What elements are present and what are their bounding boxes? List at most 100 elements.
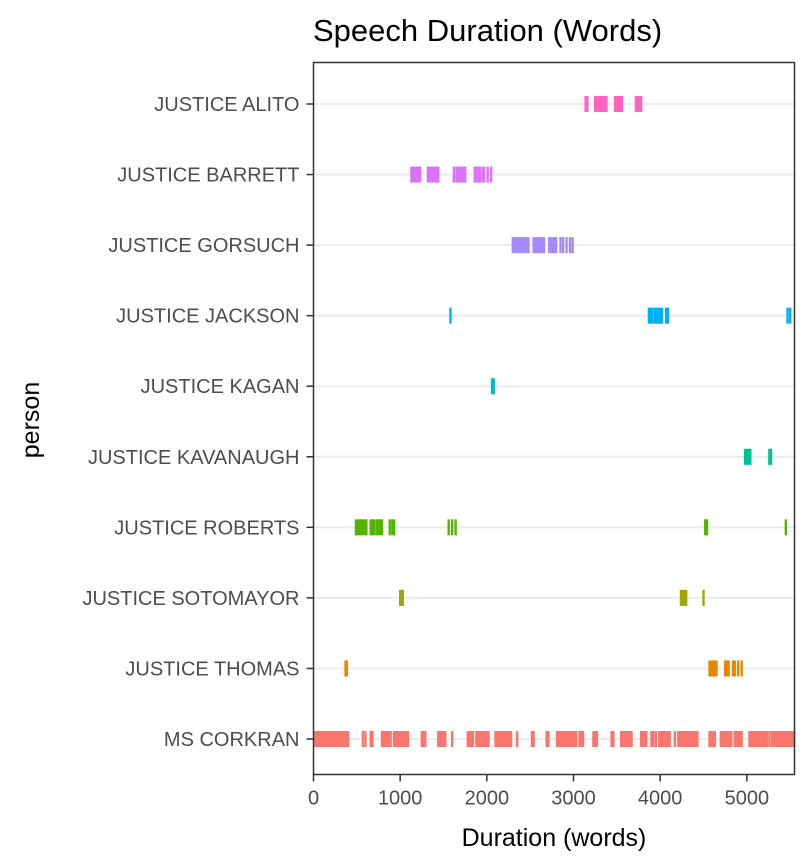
speech-mark — [345, 660, 349, 677]
speech-mark — [496, 731, 499, 747]
speech-mark — [673, 731, 677, 747]
x-tick-label: 1000 — [378, 788, 423, 810]
speech-mark — [782, 731, 786, 747]
speech-mark — [327, 731, 331, 747]
speech-mark — [483, 166, 486, 183]
speech-mark — [733, 731, 736, 747]
speech-mark — [559, 237, 562, 254]
speech-mark — [580, 731, 583, 747]
speech-mark — [338, 731, 341, 747]
speech-mark — [319, 731, 322, 747]
speech-mark — [567, 731, 571, 747]
speech-mark — [480, 731, 483, 747]
speech-mark — [724, 731, 728, 747]
y-axis-title: person — [17, 382, 45, 458]
speech-mark — [497, 731, 501, 747]
speech-mark — [643, 731, 646, 747]
speech-mark — [475, 166, 478, 183]
speech-mark — [768, 731, 771, 747]
speech-mark — [398, 731, 401, 747]
speech-mark — [565, 237, 568, 254]
speech-mark — [573, 731, 576, 747]
speech-mark — [678, 731, 682, 747]
speech-mark — [652, 731, 655, 747]
speech-mark — [711, 660, 715, 677]
speech-mark — [377, 519, 380, 536]
speech-mark — [440, 731, 443, 747]
speech-mark — [403, 731, 406, 747]
speech-mark — [769, 448, 773, 465]
speech-mark — [322, 731, 326, 747]
speech-mark — [770, 731, 774, 747]
speech-mark — [605, 96, 608, 112]
speech-mark — [361, 731, 365, 747]
speech-mark — [789, 731, 793, 747]
speech-mark — [405, 731, 408, 747]
barcode-marks — [314, 96, 796, 747]
speech-mark — [625, 731, 628, 747]
speech-mark — [638, 96, 641, 112]
speech-mark — [343, 731, 346, 747]
speech-mark — [532, 731, 535, 747]
speech-mark — [509, 731, 513, 747]
speech-mark — [314, 731, 317, 747]
speech-mark — [650, 731, 653, 747]
speech-mark — [455, 166, 458, 183]
speech-mark — [626, 731, 630, 747]
speech-mark — [371, 731, 374, 747]
speech-mark — [760, 731, 763, 747]
speech-mark — [620, 96, 624, 112]
speech-mark — [430, 166, 433, 183]
speech-mark — [417, 166, 420, 183]
y-tick-label: MS CORKRAN — [164, 729, 300, 751]
speech-mark — [788, 731, 791, 747]
speech-mark — [639, 731, 643, 747]
speech-mark — [463, 166, 467, 183]
speech-mark — [508, 731, 511, 747]
speech-mark — [331, 731, 334, 747]
speech-mark — [470, 731, 473, 747]
speech-mark — [639, 96, 643, 112]
speech-mark — [499, 731, 502, 747]
y-tick-label: JUSTICE JACKSON — [116, 306, 299, 328]
speech-mark — [365, 519, 368, 536]
speech-mark — [515, 731, 519, 747]
speech-mark — [628, 731, 632, 747]
speech-mark — [518, 237, 521, 254]
speech-mark — [371, 519, 374, 536]
speech-mark — [749, 731, 753, 747]
speech-mark — [375, 519, 378, 536]
speech-mark — [733, 660, 736, 677]
speech-mark — [545, 731, 548, 747]
speech-mark — [399, 731, 403, 747]
speech-mark — [559, 731, 562, 747]
speech-mark — [478, 166, 482, 183]
speech-mark — [391, 519, 394, 536]
speech-mark — [535, 237, 539, 254]
speech-mark — [597, 96, 600, 112]
speech-mark — [753, 731, 756, 747]
speech-mark — [341, 731, 345, 747]
speech-mark — [345, 731, 348, 747]
speech-mark — [668, 731, 671, 747]
speech-mark — [564, 731, 567, 747]
speech-mark — [756, 731, 760, 747]
speech-mark — [369, 519, 372, 536]
speech-mark — [433, 166, 437, 183]
speech-mark — [401, 589, 404, 606]
speech-mark — [665, 307, 668, 324]
speech-mark — [398, 589, 402, 606]
speech-mark — [511, 237, 515, 254]
speech-mark — [600, 96, 604, 112]
speech-mark — [356, 519, 359, 536]
speech-mark — [715, 660, 718, 677]
speech-mark — [561, 731, 564, 747]
speech-mark — [578, 731, 581, 747]
speech-mark — [730, 731, 733, 747]
speech-mark — [736, 660, 740, 677]
y-tick-label: JUSTICE KAVANAUGH — [88, 447, 300, 469]
speech-mark — [424, 731, 427, 747]
speech-mark — [394, 731, 398, 747]
